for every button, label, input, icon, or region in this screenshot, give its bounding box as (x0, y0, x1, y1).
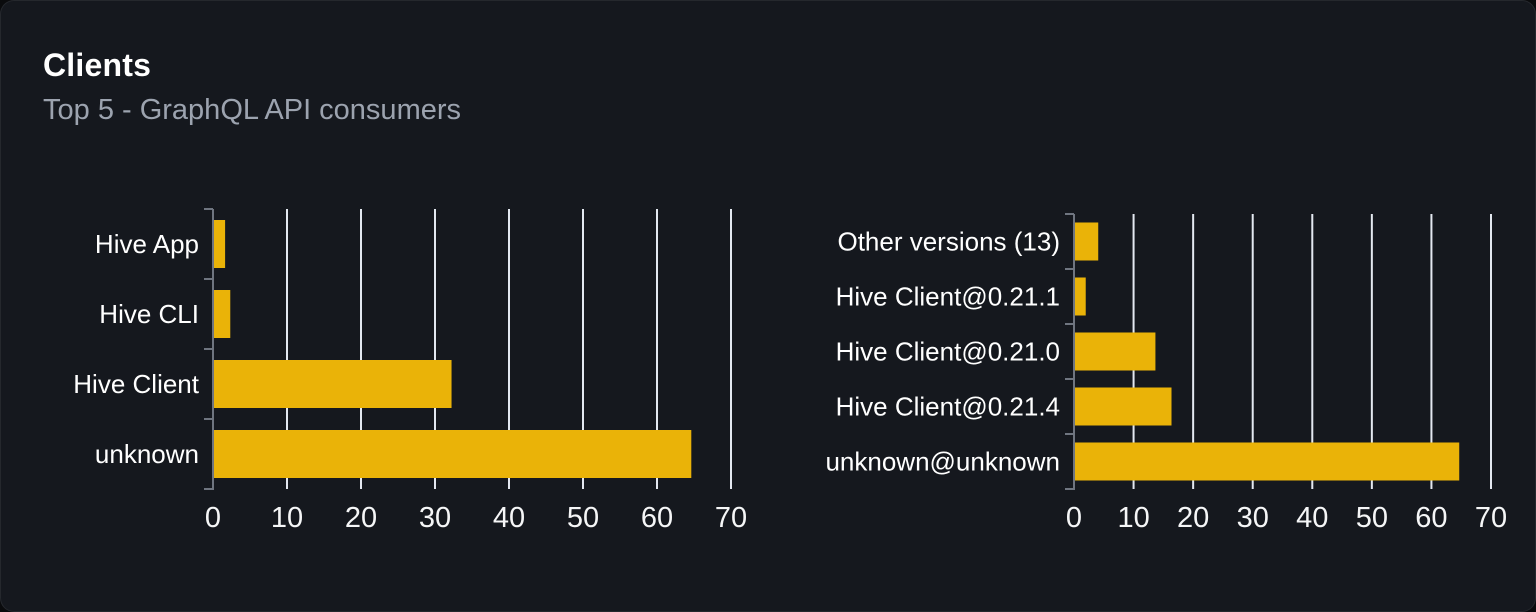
x-tick-label-50: 50 (1356, 502, 1388, 534)
bar-hive-client-0-21-4[interactable] (1075, 387, 1172, 426)
category-label-unknown-unknown: unknown@unknown (825, 447, 1060, 477)
card-title: Clients (43, 47, 152, 83)
x-tick-label-70: 70 (1475, 502, 1507, 534)
bar-other-versions-13[interactable] (1075, 222, 1099, 261)
x-tick-label-20: 20 (345, 502, 377, 534)
x-tick-label-30: 30 (419, 502, 451, 534)
bar-unknown[interactable] (214, 430, 692, 478)
x-tick-label-10: 10 (1117, 502, 1149, 534)
x-tick-label-60: 60 (1415, 502, 1447, 534)
x-tick-label-0: 0 (1066, 502, 1082, 534)
x-tick-label-0: 0 (205, 502, 221, 534)
x-tick-label-70: 70 (715, 502, 747, 534)
bar-hive-cli[interactable] (214, 290, 231, 338)
category-label-hive-app: Hive App (95, 229, 199, 259)
x-tick-label-40: 40 (1296, 502, 1328, 534)
bar-hive-client-0-21-1[interactable] (1075, 277, 1086, 316)
category-label-hive-client-0-21-0: Hive Client@0.21.0 (836, 337, 1060, 367)
card-subtitle: Top 5 - GraphQL API consumers (43, 94, 462, 126)
category-label-hive-client-0-21-1: Hive Client@0.21.1 (836, 282, 1060, 312)
client-versions-chart: Other versions (13) Hive Client@0.21.1 Hiv… (825, 213, 1507, 534)
bar-hive-client-0-21-0[interactable] (1075, 332, 1156, 371)
bar-hive-app[interactable] (214, 220, 226, 268)
x-tick-label-30: 30 (1237, 502, 1269, 534)
bar-unknown-unknown[interactable] (1075, 442, 1460, 481)
category-label-other-versions-13: Other versions (13) (837, 227, 1060, 257)
category-label-hive-client-0-21-4: Hive Client@0.21.4 (836, 392, 1060, 422)
category-label-unknown: unknown (95, 439, 199, 469)
x-tick-label-50: 50 (567, 502, 599, 534)
x-tick-label-40: 40 (493, 502, 525, 534)
clients-chart: Hive App Hive CLI Hive Client unknown 0 10 20 3… (73, 208, 747, 534)
x-tick-label-60: 60 (641, 502, 673, 534)
bar-hive-client[interactable] (214, 360, 452, 408)
x-tick-label-20: 20 (1177, 502, 1209, 534)
category-label-hive-client: Hive Client (73, 369, 199, 399)
category-label-hive-cli: Hive CLI (99, 299, 199, 329)
x-tick-label-10: 10 (271, 502, 303, 534)
